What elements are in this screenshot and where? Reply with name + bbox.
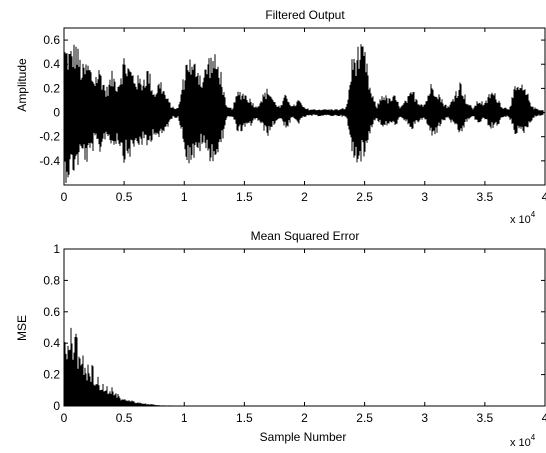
x-tick-label: 3 bbox=[421, 190, 428, 204]
filtered-output-plot: Filtered Output Amplitude -0.4 -0.2 0 0.2 0.… bbox=[15, 8, 546, 226]
y-tick-label: 0.2 bbox=[43, 81, 60, 95]
signal-trace bbox=[64, 44, 545, 183]
chart-title: Filtered Output bbox=[265, 8, 345, 22]
x-tick-labels: 0 0.5 1 1.5 2 2.5 3 3.5 4 bbox=[61, 190, 546, 204]
y-tick-labels: 0 0.2 0.4 0.6 0.8 1 bbox=[43, 242, 60, 413]
mse-plot: Mean Squared Error MSE Sample Number 0 0.… bbox=[15, 229, 546, 449]
axes-box bbox=[63, 27, 546, 186]
x-tick-label: 1.5 bbox=[236, 411, 253, 425]
x-tick-label: 1.5 bbox=[236, 190, 253, 204]
y-axis-label: Amplitude bbox=[15, 58, 29, 112]
y-tick-label: 0.4 bbox=[43, 57, 60, 71]
y-tick-label: 0.4 bbox=[43, 336, 60, 350]
x-exponent-label: x 104 bbox=[510, 433, 536, 449]
x-tick-label: 4 bbox=[542, 190, 546, 204]
x-tick-label: 0.5 bbox=[116, 190, 133, 204]
x-tick-label: 3.5 bbox=[477, 411, 494, 425]
y-tick-label: -0.2 bbox=[39, 130, 60, 144]
x-tick-label: 3 bbox=[421, 411, 428, 425]
y-tick-labels: -0.4 -0.2 0 0.2 0.4 0.6 bbox=[39, 33, 60, 168]
x-tick-label: 4 bbox=[542, 411, 546, 425]
axes-box bbox=[63, 248, 546, 407]
x-tick-label: 1 bbox=[181, 411, 188, 425]
x-tick-labels: 0 0.5 1 1.5 2 2.5 3 3.5 4 bbox=[61, 411, 546, 425]
x-tick-label: 1 bbox=[181, 190, 188, 204]
x-tick-label: 2.5 bbox=[356, 190, 373, 204]
chart-title: Mean Squared Error bbox=[251, 229, 360, 243]
x-tick-label: 2 bbox=[301, 411, 308, 425]
y-tick-label: 0 bbox=[53, 399, 60, 413]
x-axis-label: Sample Number bbox=[260, 430, 347, 444]
y-tick-label: 0.8 bbox=[43, 273, 60, 287]
x-tick-label: 3.5 bbox=[477, 190, 494, 204]
signal-path bbox=[64, 327, 544, 406]
x-tick-label: 0 bbox=[61, 411, 68, 425]
y-tick-label: 0 bbox=[53, 106, 60, 120]
y-axis-label: MSE bbox=[15, 315, 29, 341]
y-tick-label: -0.4 bbox=[39, 154, 60, 168]
tick-marks bbox=[63, 248, 546, 407]
y-tick-label: 0.2 bbox=[43, 368, 60, 382]
x-exponent-label: x 104 bbox=[510, 210, 536, 226]
y-tick-label: 1 bbox=[53, 242, 60, 256]
x-tick-label: 0.5 bbox=[116, 411, 133, 425]
x-tick-label: 2.5 bbox=[356, 411, 373, 425]
x-tick-label: 0 bbox=[61, 190, 68, 204]
x-tick-label: 2 bbox=[301, 190, 308, 204]
y-tick-label: 0.6 bbox=[43, 305, 60, 319]
y-tick-label: 0.6 bbox=[43, 33, 60, 47]
signal-path bbox=[64, 44, 544, 183]
mse-trace bbox=[64, 327, 545, 407]
